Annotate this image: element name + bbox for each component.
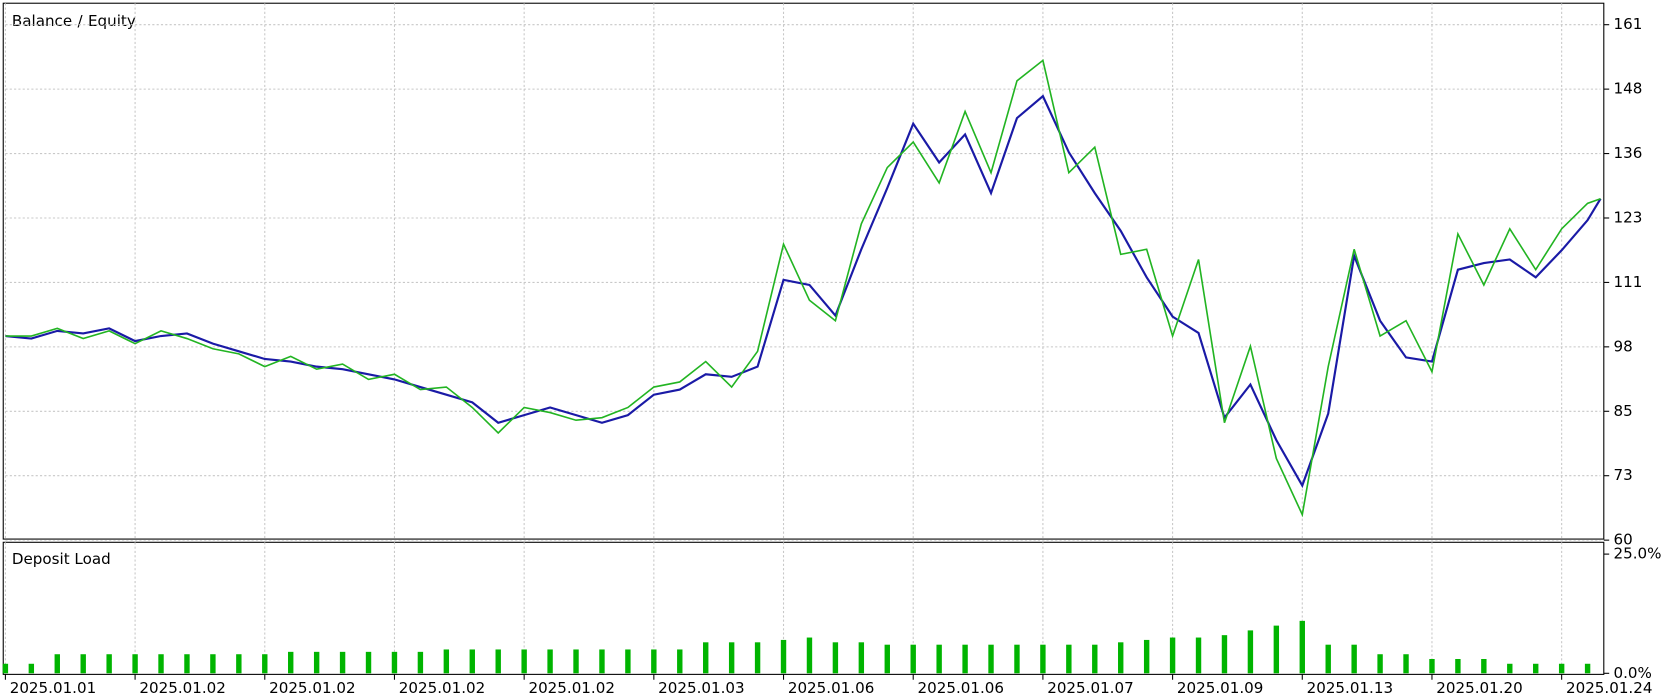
y-tick-label: 136 <box>1614 144 1643 162</box>
x-tick-label: 2025.01.02 <box>269 679 355 697</box>
bar <box>1014 644 1020 674</box>
bar <box>1403 654 1409 674</box>
bar <box>132 654 138 674</box>
y-tick-label: 161 <box>1614 15 1643 33</box>
bar <box>288 651 294 674</box>
bar <box>1066 644 1072 674</box>
bar <box>858 642 865 674</box>
bar <box>1273 625 1280 674</box>
legend-separator: / <box>78 12 84 30</box>
legend-entry: Balance <box>12 12 72 30</box>
bar <box>599 649 605 674</box>
bar <box>1092 644 1098 674</box>
bar <box>339 651 346 674</box>
bar <box>184 654 190 674</box>
y-tick-label: 98 <box>1614 337 1633 355</box>
x-tick-label: 2025.01.02 <box>139 679 225 697</box>
x-tick-label: 2025.01.03 <box>658 679 744 697</box>
series-line <box>5 58 1601 518</box>
bar <box>988 644 994 674</box>
bar <box>806 637 813 674</box>
x-tick-label: 2025.01.24 <box>1566 679 1652 697</box>
bar <box>1195 637 1202 674</box>
legend-entry: Equity <box>88 12 136 30</box>
bar <box>1558 663 1565 674</box>
x-tick-label: 2025.01.01 <box>10 679 96 697</box>
bar <box>1507 663 1513 674</box>
bar <box>1584 663 1591 674</box>
bar <box>754 642 761 674</box>
bar <box>936 644 942 674</box>
x-tick-label: 2025.01.09 <box>1177 679 1263 697</box>
bar <box>884 644 890 674</box>
y-tick-label: 60 <box>1614 531 1633 549</box>
bar <box>1299 620 1305 674</box>
bar <box>495 649 501 674</box>
bar <box>2 663 9 674</box>
bar <box>1429 658 1435 674</box>
bar <box>521 649 527 674</box>
bar <box>1221 635 1228 674</box>
bar <box>1377 654 1383 674</box>
bar <box>1247 630 1254 674</box>
pane-title: Deposit Load <box>12 550 111 568</box>
series-line <box>5 94 1602 489</box>
bar <box>1143 639 1150 674</box>
y-tick-label: 73 <box>1614 466 1633 484</box>
bar <box>106 654 112 674</box>
x-tick-label: 2025.01.07 <box>1047 679 1133 697</box>
bar <box>547 649 553 674</box>
bar <box>832 642 839 674</box>
bar <box>1040 644 1046 674</box>
main-pane-frame <box>2 2 1605 540</box>
bar <box>1118 642 1124 674</box>
y-tick-label: 123 <box>1614 209 1643 227</box>
bar <box>236 654 242 674</box>
bar <box>625 649 631 674</box>
bar <box>80 654 86 674</box>
bar <box>677 649 683 674</box>
legend: Balance / Equity <box>12 12 136 30</box>
load-pane-frame <box>2 541 1605 675</box>
bar <box>780 639 787 674</box>
bar <box>1455 658 1461 674</box>
bar <box>1481 658 1487 674</box>
bar <box>1169 637 1176 674</box>
x-tick-label: 2025.01.06 <box>788 679 874 697</box>
bar <box>313 651 320 674</box>
x-tick-label: 2025.01.02 <box>399 679 485 697</box>
bar <box>703 642 709 674</box>
bar <box>262 654 268 674</box>
bar <box>417 651 424 674</box>
y-tick-label: 25.0% <box>1614 545 1662 563</box>
x-tick-label: 2025.01.13 <box>1307 679 1393 697</box>
x-tick-label: 2025.01.20 <box>1436 679 1522 697</box>
bar <box>1325 644 1331 674</box>
bar <box>391 651 398 674</box>
bar <box>910 644 916 674</box>
bar <box>469 649 475 674</box>
bar <box>1351 644 1357 674</box>
bar <box>1533 663 1539 674</box>
x-tick-label: 2025.01.02 <box>528 679 614 697</box>
bar <box>365 651 372 674</box>
bar <box>210 654 216 674</box>
bar <box>28 663 35 674</box>
y-tick-label: 111 <box>1614 273 1643 291</box>
y-tick-label: 148 <box>1614 80 1643 98</box>
y-tick-label: 0.0% <box>1614 664 1652 682</box>
bar <box>443 649 450 674</box>
y-tick-label: 85 <box>1614 402 1633 420</box>
bar <box>962 644 968 674</box>
bar <box>54 654 60 674</box>
bar <box>573 649 579 674</box>
bar <box>728 642 735 674</box>
bar <box>158 654 164 674</box>
x-tick-label: 2025.01.06 <box>918 679 1004 697</box>
bar <box>651 649 657 674</box>
